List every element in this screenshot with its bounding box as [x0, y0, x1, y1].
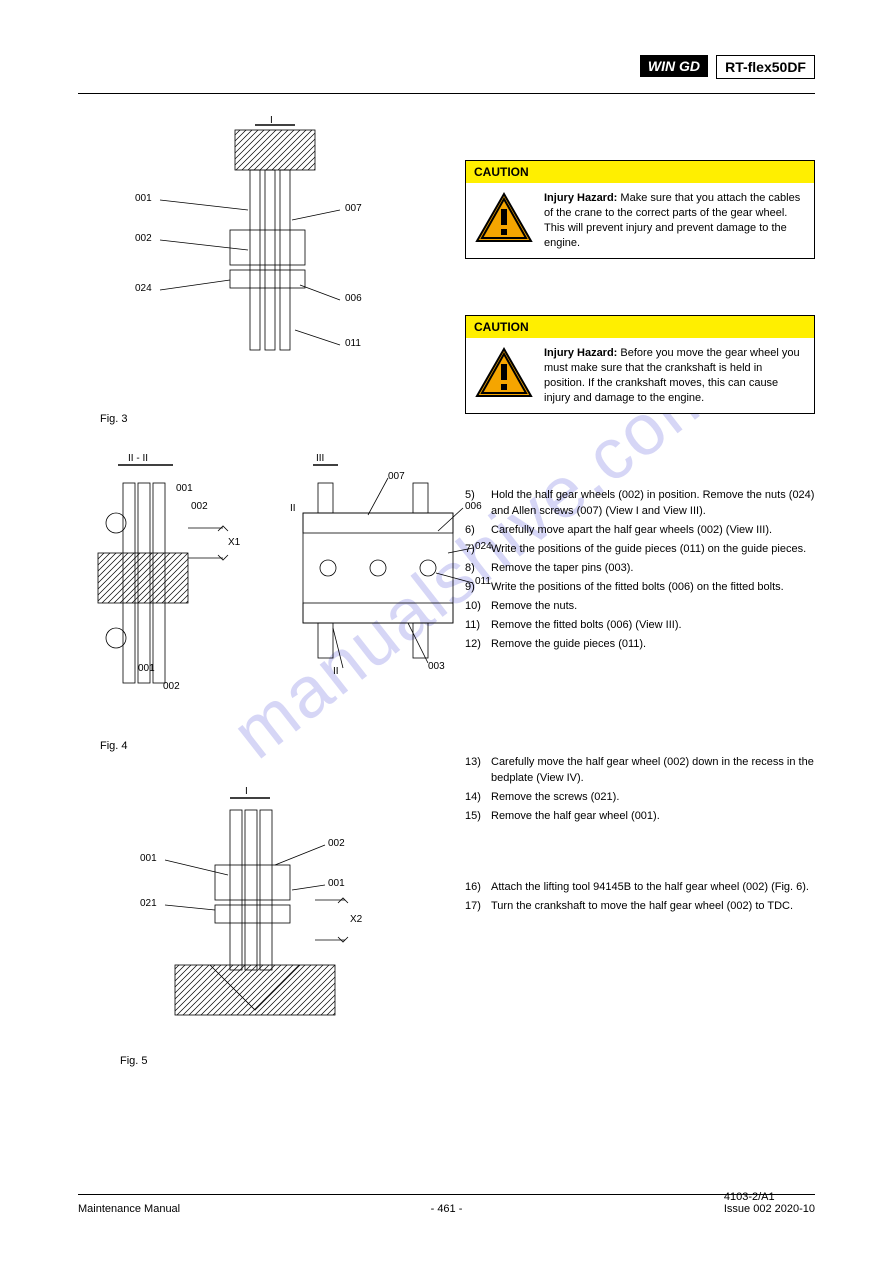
fig4-title: Fig. 4 [100, 740, 128, 752]
procedure-step: 6)Carefully move apart the half gear whe… [465, 523, 815, 539]
procedure-step: 16)Attach the lifting tool 94145B to the… [465, 880, 815, 896]
procedure-block-b: 13)Carefully move the half gear wheel (0… [465, 755, 815, 828]
header-model: RT-flex50DF [716, 55, 815, 79]
callout: II [290, 503, 296, 514]
callout: 002 [135, 233, 152, 244]
caution-head-2: CAUTION [466, 316, 814, 338]
callout: X1 [228, 537, 240, 548]
procedure-step: 17)Turn the crankshaft to move the half … [465, 899, 815, 915]
callout: 002 [328, 838, 345, 849]
view-label: II - II [128, 453, 148, 464]
footer-rule [78, 1194, 815, 1195]
callout: 001 [138, 663, 155, 674]
procedure-step: 7)Write the positions of the guide piece… [465, 542, 815, 558]
callout: II [333, 666, 339, 677]
figure-3: I 001 002 024 007 006 011 [100, 120, 390, 400]
fig5-title: Fig. 5 [120, 1055, 148, 1067]
warning-triangle-icon [474, 191, 534, 245]
callout: 003 [428, 661, 445, 672]
callout: 001 [140, 853, 157, 864]
callout: 001 [328, 878, 345, 889]
footer-right: 4103-2/A1 Issue 002 2020-10 [724, 1191, 815, 1215]
caution-box-2: CAUTION Injury Hazard: Before you move t… [465, 315, 815, 414]
callout: 024 [475, 541, 492, 552]
caution-text-2: Injury Hazard: Before you move the gear … [544, 346, 806, 405]
callout: X2 [350, 914, 362, 925]
callout: 021 [140, 898, 157, 909]
procedure-step: 13)Carefully move the half gear wheel (0… [465, 755, 815, 787]
procedure-step: 11)Remove the fitted bolts (006) (View I… [465, 618, 815, 634]
view-label: III [316, 453, 324, 464]
warning-triangle-icon [474, 346, 534, 400]
procedure-step: 5)Hold the half gear wheels (002) in pos… [465, 488, 815, 520]
callout: 007 [388, 471, 405, 482]
callout: 024 [135, 283, 152, 294]
callout: 006 [465, 501, 482, 512]
callout: 006 [345, 293, 362, 304]
header-rule [78, 93, 815, 94]
caution-head-1: CAUTION [466, 161, 814, 183]
fig3-title: Fig. 3 [100, 413, 128, 425]
callout: 002 [163, 681, 180, 692]
callout: 001 [176, 483, 193, 494]
callout: 001 [135, 193, 152, 204]
view-label: I [245, 786, 248, 797]
callout: 011 [475, 576, 491, 587]
procedure-step: 8)Remove the taper pins (003). [465, 561, 815, 577]
procedure-step: 14)Remove the screws (021). [465, 790, 815, 806]
procedure-block-a: 5)Hold the half gear wheels (002) in pos… [465, 488, 815, 655]
caution-text-1: Injury Hazard: Make sure that you attach… [544, 191, 806, 250]
procedure-step: 15)Remove the half gear wheel (001). [465, 809, 815, 825]
caution-box-1: CAUTION Injury Hazard: Make sure that yo… [465, 160, 815, 259]
callout: 007 [345, 203, 362, 214]
figure-4: II - II III 001 002 X1 001 002 007 006 0… [78, 453, 478, 723]
header-logo: WIN GD [640, 55, 708, 77]
procedure-step: 10)Remove the nuts. [465, 599, 815, 615]
view-label: I [270, 115, 273, 126]
callout: 002 [191, 501, 208, 512]
procedure-step: 9)Write the positions of the fitted bolt… [465, 580, 815, 596]
procedure-block-c: 16)Attach the lifting tool 94145B to the… [465, 880, 815, 918]
callout: 011 [345, 338, 361, 349]
figure-5: I 001 021 002 001 X2 [120, 790, 380, 1040]
procedure-step: 12)Remove the guide pieces (011). [465, 637, 815, 653]
